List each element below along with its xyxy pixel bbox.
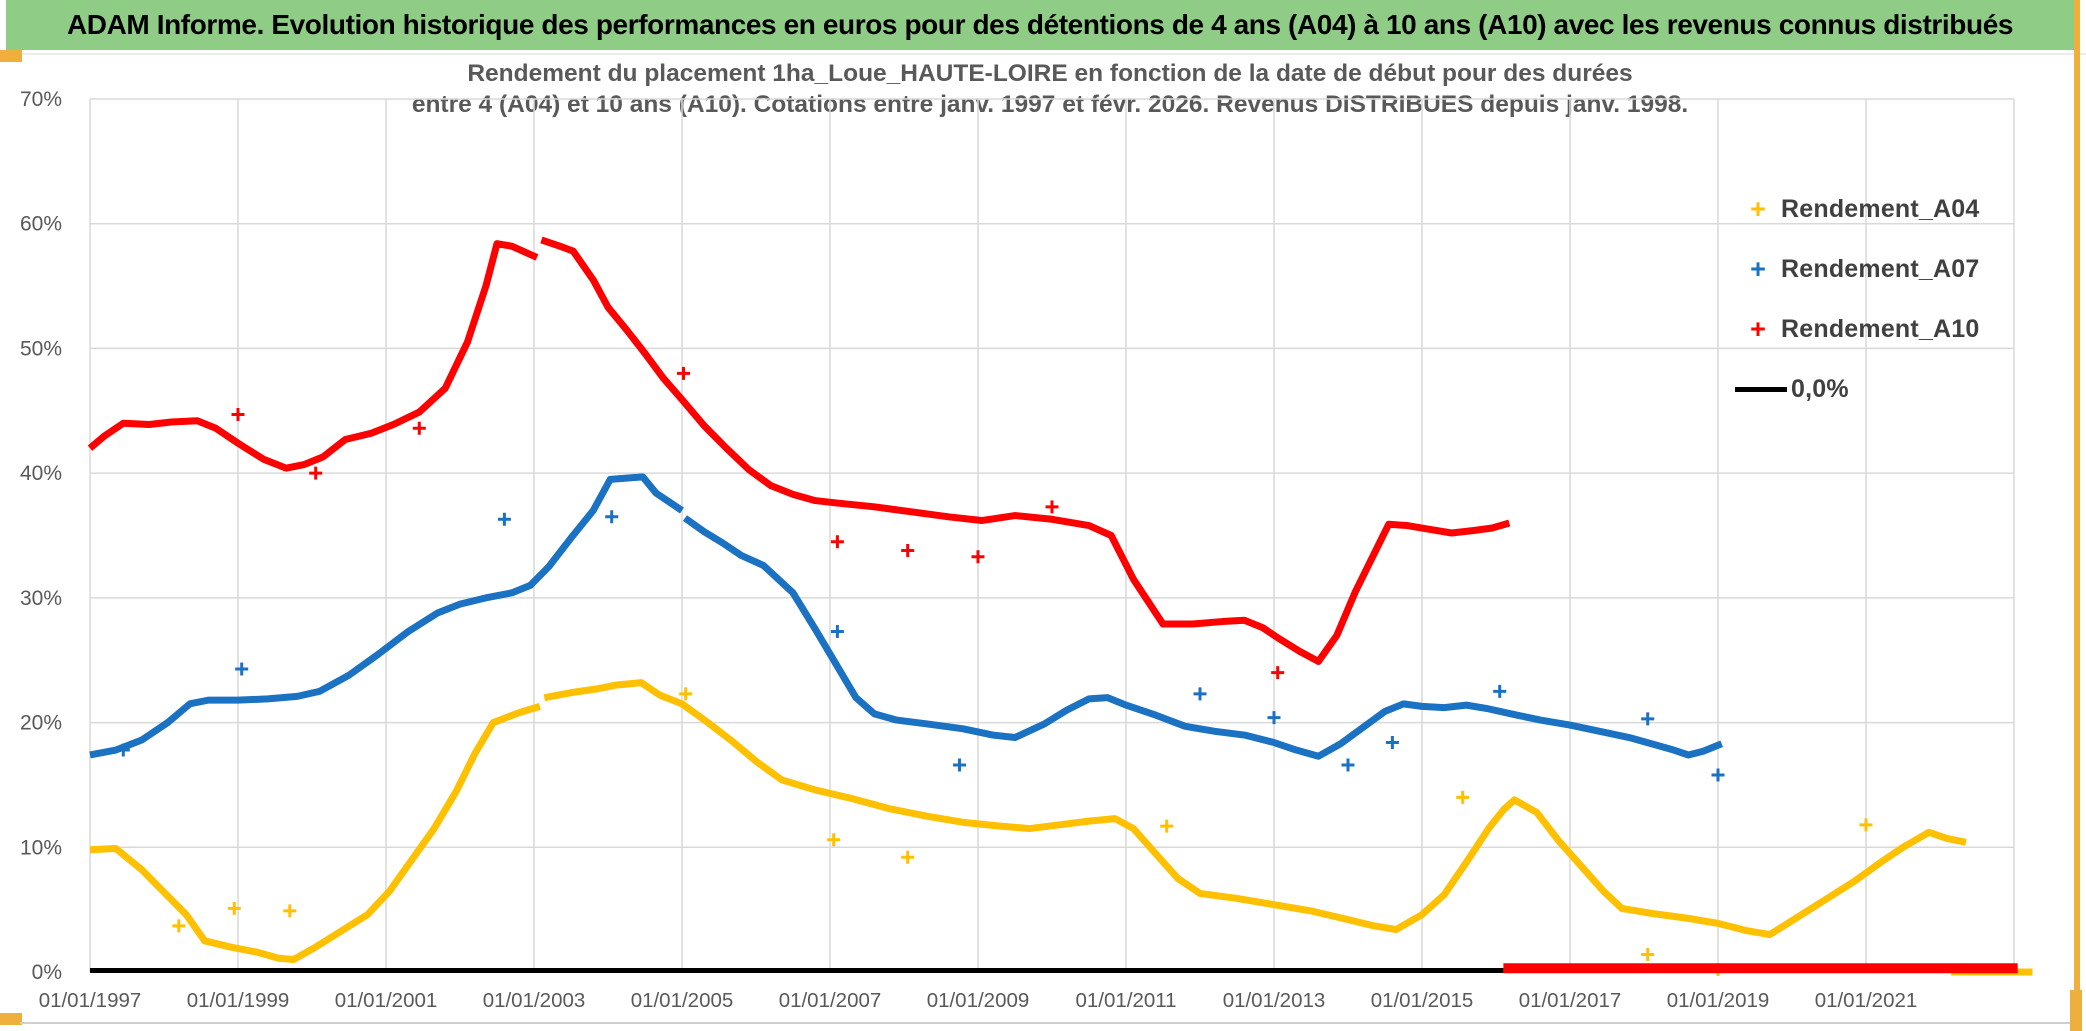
outlier-plus-marker	[1341, 758, 1355, 772]
y-tick-label: 20%	[20, 712, 62, 735]
series-line-rendement_a07	[89, 473, 684, 759]
outlier-plus-marker	[309, 466, 323, 480]
plus-marker-icon-a10: +	[1750, 314, 1766, 344]
x-tick-label: 01/01/2003	[483, 989, 586, 1012]
chart-title-line1: Rendement du placement 1ha_Loue_HAUTE-LO…	[467, 60, 1633, 87]
outlier-plus-marker	[953, 758, 966, 772]
x-tick-label: 01/01/1999	[187, 989, 290, 1012]
outlier-plus-marker	[1641, 712, 1655, 726]
outlier-plus-marker	[1160, 819, 1174, 833]
outlier-plus-marker	[1193, 687, 1207, 701]
outlier-plus-marker	[283, 904, 297, 918]
x-tick-label: 01/01/2013	[1223, 989, 1326, 1012]
x-tick-label: 01/01/2009	[927, 989, 1030, 1012]
sheet-border-bottom	[20, 1022, 2070, 1024]
outlier-plus-marker	[605, 510, 619, 524]
y-tick-label: 70%	[20, 88, 62, 111]
legend-item-a04: + Rendement_A04	[1735, 186, 2035, 233]
outlier-plus-marker	[1456, 790, 1470, 804]
legend-item-a07: + Rendement_A07	[1735, 246, 2035, 293]
header-divider	[0, 53, 2086, 55]
plus-marker-icon-a04: +	[1750, 194, 1766, 224]
y-tick-label: 0%	[32, 961, 62, 984]
outlier-plus-marker	[971, 550, 985, 564]
outlier-plus-marker	[830, 625, 844, 639]
y-tick-label: 40%	[20, 462, 62, 485]
outlier-plus-marker	[1045, 500, 1059, 514]
series-line-rendement_a04	[89, 703, 541, 964]
outlier-plus-marker	[227, 901, 241, 915]
outlier-plus-marker	[412, 421, 426, 435]
legend-label-a04: Rendement_A04	[1781, 195, 1980, 223]
report-header: ADAM Informe. Evolution historique des p…	[6, 0, 2074, 50]
outlier-plus-marker	[1493, 684, 1507, 698]
outlier-plus-marker	[679, 687, 693, 701]
x-tick-label: 01/01/2011	[1075, 989, 1176, 1012]
outlier-plus-marker	[676, 366, 690, 380]
corner-accent-bottom-right	[2070, 990, 2082, 1031]
sheet-border-right	[2074, 0, 2080, 1031]
outlier-plus-marker	[1641, 948, 1655, 962]
plus-marker-icon-a07: +	[1750, 254, 1766, 284]
x-tick-label: 01/01/1997	[39, 989, 142, 1012]
x-tick-label: 01/01/2005	[631, 989, 734, 1012]
x-tick-label: 01/01/2015	[1371, 989, 1474, 1012]
corner-accent-top-left	[0, 50, 22, 62]
y-tick-label: 60%	[20, 213, 62, 236]
x-tick-label: 01/01/2017	[1519, 989, 1622, 1012]
x-tick-label: 01/01/2021	[1815, 989, 1918, 1012]
legend-label-zero: 0,0%	[1791, 375, 1849, 403]
outlier-plus-marker	[1711, 768, 1725, 782]
outlier-plus-marker	[830, 535, 844, 549]
outlier-plus-marker	[235, 662, 249, 676]
chart-legend: + Rendement_A04 + Rendement_A07 + Rendem…	[1735, 186, 2035, 426]
outlier-plus-marker	[1385, 736, 1399, 750]
outlier-plus-marker	[1267, 711, 1281, 725]
outlier-plus-marker	[497, 512, 511, 526]
series-line-rendement_a10	[540, 236, 1511, 665]
legend-label-a07: Rendement_A07	[1781, 255, 1980, 283]
outlier-plus-marker	[901, 850, 915, 864]
outlier-plus-marker	[231, 408, 245, 422]
outlier-plus-marker	[172, 919, 186, 933]
outlier-plus-marker	[827, 833, 841, 847]
series-line-rendement_a10	[87, 240, 539, 472]
x-tick-label: 01/01/2007	[779, 989, 882, 1012]
legend-item-a10: + Rendement_A10	[1735, 306, 2035, 353]
y-tick-label: 30%	[20, 587, 62, 610]
y-tick-label: 50%	[20, 337, 62, 360]
outlier-plus-marker	[901, 543, 915, 557]
outlier-plus-marker	[1859, 818, 1873, 832]
corner-accent-bottom-left	[0, 1013, 22, 1025]
chart-title: Rendement du placement 1ha_Loue_HAUTE-LO…	[150, 58, 1950, 120]
y-tick-label: 10%	[20, 836, 62, 859]
chart-title-line2: entre 4 (A04) et 10 ans (A10). Cotations…	[411, 91, 1689, 118]
report-title: ADAM Informe. Evolution historique des p…	[66, 9, 2014, 40]
legend-label-a10: Rendement_A10	[1781, 315, 1980, 343]
series-line-rendement_a04	[543, 679, 1967, 939]
outlier-plus-marker	[1271, 666, 1285, 680]
x-tick-label: 01/01/2019	[1667, 989, 1770, 1012]
outlier-plus-marker	[116, 743, 130, 757]
x-tick-label: 01/01/2001	[335, 989, 438, 1012]
legend-item-zero: 0,0%	[1735, 366, 2035, 413]
zero-line-swatch	[1735, 387, 1787, 392]
series-line-rendement_a07	[682, 515, 1724, 760]
